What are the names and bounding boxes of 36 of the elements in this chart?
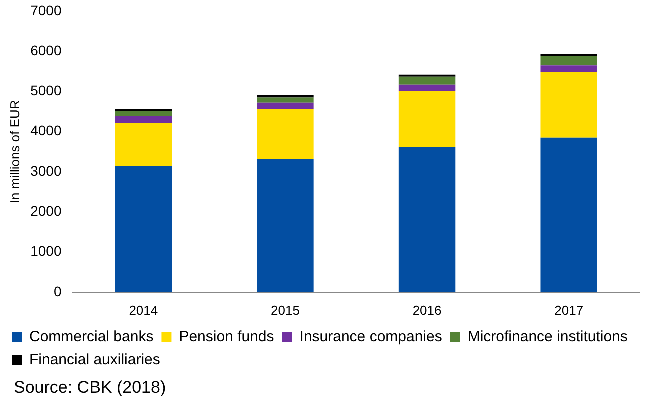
bar [257,102,314,110]
bar [398,84,456,92]
bar [398,91,456,148]
x-tick-label: 2016 [412,302,442,318]
x-tick-label: 2014 [129,302,158,318]
bar [257,98,314,103]
bar [115,110,172,116]
y-tick-label: 7000 [30,2,62,18]
legend-label: Insurance companies [300,328,442,346]
bar [115,116,172,123]
bar [257,109,314,160]
x-tick-label: 2017 [554,302,584,318]
source-note: Source: CBK (2018) [13,378,168,398]
y-tick-label: 4000 [30,122,62,139]
y-tick-label: 6000 [30,42,62,58]
y-axis-title: In millions of EUR [7,100,22,204]
legend-label: Financial auxiliaries [30,352,160,369]
y-tick-label: 5000 [30,82,62,99]
y-tick-label: 3000 [30,162,62,179]
bar [115,122,172,166]
bar [398,76,456,85]
bar [257,159,314,292]
bar [115,166,172,292]
x-tick-label: 2015 [271,302,300,318]
y-tick-label: 1000 [30,243,62,260]
bar [398,147,456,292]
y-tick-label: 0 [54,283,62,300]
legend-label: Commercial banks [30,328,154,346]
bar [540,138,598,292]
bar [540,56,598,66]
legend-label: Microfinance institutions [468,328,628,346]
bar [540,66,598,72]
y-tick-label: 2000 [30,202,62,219]
bar [540,54,598,56]
bar [540,72,598,138]
legend-label: Pension funds [179,328,274,346]
